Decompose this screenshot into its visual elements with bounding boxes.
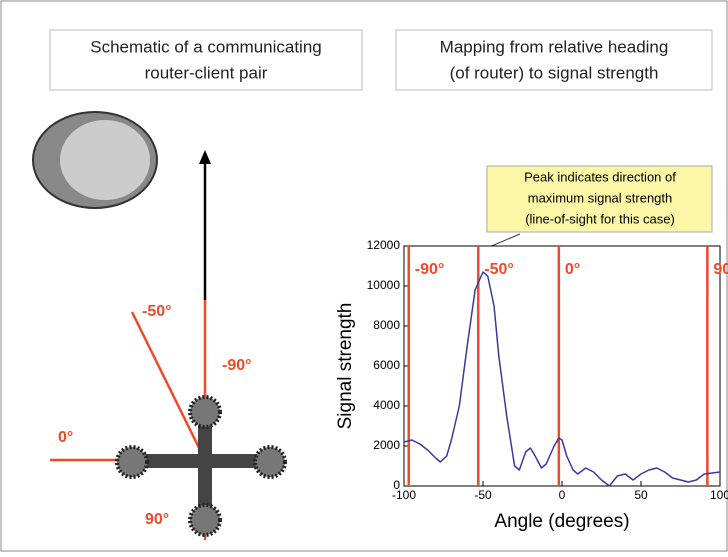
plot-area bbox=[404, 246, 720, 486]
antenna bbox=[255, 447, 285, 477]
caption: router-client pair bbox=[145, 63, 268, 82]
figure: Schematic of a communicating router-clie… bbox=[0, 0, 728, 552]
heading-label: -90° bbox=[222, 357, 252, 374]
x-tick-label: 50 bbox=[634, 488, 648, 502]
y-tick-label: 12000 bbox=[367, 238, 401, 252]
x-axis-label: Angle (degrees) bbox=[494, 511, 629, 532]
heading-label: 0° bbox=[58, 429, 73, 446]
marker-label: -50° bbox=[484, 261, 514, 278]
annotation: (line-of-sight for this case) bbox=[525, 211, 675, 226]
x-tick-label: 100 bbox=[710, 488, 728, 502]
caption: Schematic of a communicating bbox=[90, 37, 322, 56]
annotation: Peak indicates direction of bbox=[524, 169, 676, 184]
x-tick-label: -50 bbox=[474, 488, 492, 502]
y-tick-label: 10000 bbox=[367, 278, 401, 292]
marker-label: 90° bbox=[713, 261, 728, 278]
caption: (of router) to signal strength bbox=[450, 63, 659, 82]
marker-label: -90° bbox=[415, 261, 445, 278]
client-device bbox=[60, 120, 150, 200]
y-tick-label: 6000 bbox=[373, 358, 400, 372]
antenna bbox=[190, 397, 220, 427]
annotation: maximum signal strength bbox=[528, 190, 673, 205]
y-tick-label: 8000 bbox=[373, 318, 400, 332]
caption: Mapping from relative heading bbox=[440, 37, 669, 56]
heading-label: -50° bbox=[142, 303, 172, 320]
antenna bbox=[190, 505, 220, 535]
marker-label: 0° bbox=[565, 261, 580, 278]
x-tick-label: 0 bbox=[559, 488, 566, 502]
antenna bbox=[117, 447, 147, 477]
heading-label: 90° bbox=[145, 511, 169, 528]
y-tick-label: 4000 bbox=[373, 398, 400, 412]
y-tick-label: 2000 bbox=[373, 438, 400, 452]
x-tick-label: -100 bbox=[392, 488, 416, 502]
y-axis-label: Signal strength bbox=[335, 303, 356, 430]
